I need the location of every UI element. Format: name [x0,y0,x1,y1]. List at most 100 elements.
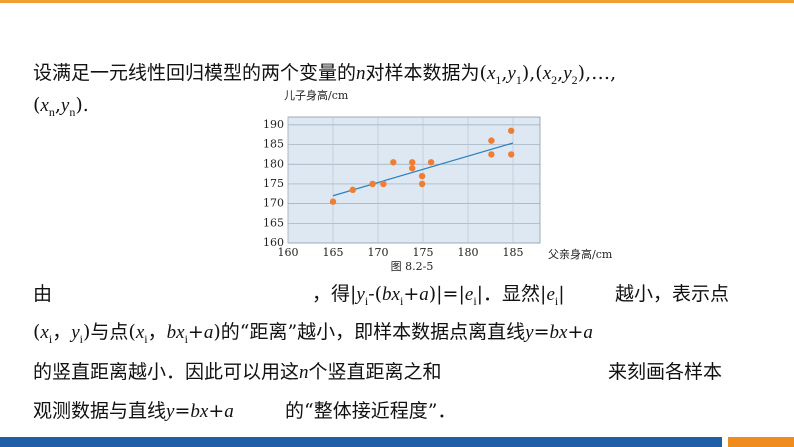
text: ， [52,321,72,343]
plot-area [287,116,541,244]
y-tick-label: 160 [263,236,284,249]
text: y [166,401,175,422]
text: x [542,63,552,84]
text: bx [166,322,185,343]
x-tick-label: 185 [503,246,524,259]
y-axis-label: 儿子身高/cm [284,88,349,102]
text: n [299,362,309,383]
text-run: 由 [33,279,52,306]
text: = [533,321,550,343]
text: 1 [515,72,522,87]
text: i [48,331,53,346]
text: e [546,284,555,305]
point [488,137,495,144]
text: 1 [495,72,502,87]
text: bx [190,401,209,422]
x-tick-label: 180 [458,246,479,259]
text: a [203,322,214,343]
text: | [558,283,565,305]
text: y [563,63,572,84]
bottom-accent [728,437,794,447]
text: ),( [521,62,543,84]
point [369,180,376,188]
text: n [356,63,366,84]
text: y [525,322,534,343]
y-tick-label: 175 [263,177,284,190]
text-run: 观测数据与直线y=bx+a [33,396,234,423]
text: -( [368,283,383,305]
text: 来刻画各样本 [608,361,723,383]
text: ). [75,94,89,116]
point [418,172,426,180]
point [390,159,397,166]
point [427,159,435,166]
point [329,198,337,205]
y-tick-label: 180 [263,157,284,170]
x-tick-label: 160 [278,246,299,259]
text-run: 的竖直距离越小．因此可以用这n个竖直距离之和 [33,357,442,384]
y-tick-label: 185 [263,138,284,151]
text: i [399,293,404,308]
text: = [174,400,191,422]
text-run: ，得|yi-(bxi+a)|=|ei|．显然|ei| [312,279,565,309]
text: i [554,293,559,308]
text: 对样本数据为( [365,62,487,84]
point [409,164,416,172]
point [508,151,515,158]
text: 设满足一元线性回归模型的两个变量的 [33,62,357,84]
text: i [144,331,148,346]
x-tick-label: 165 [323,246,344,259]
point [409,159,416,166]
text: )|=| [428,283,465,305]
text: i [184,331,188,346]
text: a [419,284,429,305]
point [488,151,495,158]
text: 的“整体接近程度”． [285,400,457,422]
x-axis-label: 父亲身高/cm [548,247,613,261]
text: )与点( [83,321,136,343]
y-tick-label: 165 [263,216,284,229]
text: x [40,95,49,116]
text: 由 [33,283,53,305]
text: n [69,104,76,119]
text-run: 设满足一元线性回归模型的两个变量的n对样本数据为(x1,y1),(x2,y2),… [33,58,616,88]
fit-line [332,142,514,197]
text: , [501,62,508,84]
text: 2 [571,72,578,87]
y-tick-label: 190 [263,118,284,131]
caption: 图 8.2-5 [391,260,434,273]
text: a [583,322,593,343]
text: + [403,283,420,305]
text: i [79,331,83,346]
text: |．显然| [476,283,547,305]
text: n [48,104,55,119]
text: )的“距离”越小，即样本数据点离直线 [213,321,526,343]
text: + [187,321,204,343]
text-run: (xn,yn). [33,94,89,120]
text-run: (xi，yi)与点(xi，bxi+a)的“距离”越小，即样本数据点离直线y=bx… [33,317,593,347]
text: 个竖直距离之和 [308,361,442,383]
text: ， [147,321,167,343]
top-stripe [0,0,794,3]
text: bx [549,322,568,343]
text: , [557,62,564,84]
point [418,180,426,188]
bottom-bar [0,437,722,447]
y-tick-label: 170 [263,197,284,210]
text: ),…, [577,62,617,84]
text: y [71,322,80,343]
text: 观测数据与直线 [33,400,167,422]
point [508,127,515,134]
text: + [208,400,225,422]
text: , [54,94,61,116]
text: e [464,284,474,305]
text: 的竖直距离越小．因此可以用这 [33,361,300,383]
point [349,186,356,194]
text-run: 的“整体接近程度”． [285,396,456,423]
text: ( [33,94,41,116]
text: y [507,63,516,84]
text-run: 来刻画各样本 [608,357,722,384]
text: ，得| [312,283,357,305]
